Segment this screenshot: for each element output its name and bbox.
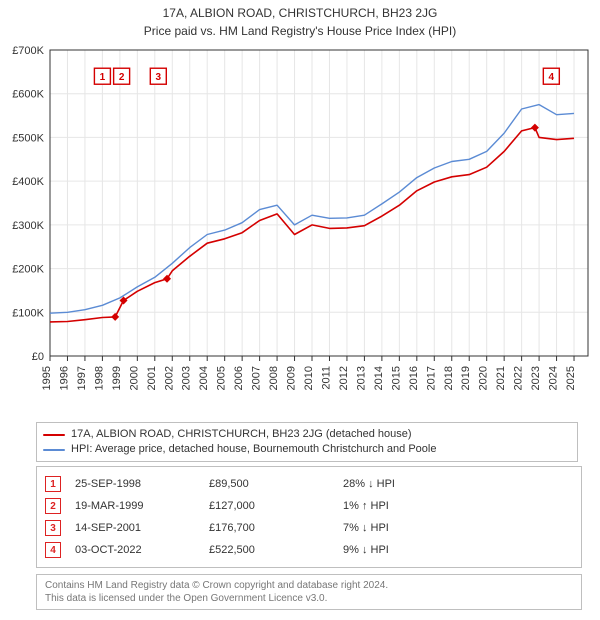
svg-text:2001: 2001 <box>146 366 158 390</box>
svg-text:1997: 1997 <box>76 366 88 390</box>
svg-text:£700K: £700K <box>12 45 44 57</box>
attribution-line: This data is licensed under the Open Gov… <box>45 592 573 605</box>
sale-hpi: 28% ↓ HPI <box>343 478 483 490</box>
svg-text:2015: 2015 <box>390 366 402 390</box>
legend-label: 17A, ALBION ROAD, CHRISTCHURCH, BH23 2JG… <box>71 427 412 442</box>
svg-text:2011: 2011 <box>320 366 332 390</box>
svg-text:2000: 2000 <box>128 366 140 390</box>
page-title: 17A, ALBION ROAD, CHRISTCHURCH, BH23 2JG <box>0 0 600 20</box>
svg-text:2025: 2025 <box>565 366 577 390</box>
svg-text:1999: 1999 <box>111 366 123 390</box>
svg-text:£500K: £500K <box>12 132 44 144</box>
sale-row: 3 14-SEP-2001 £176,700 7% ↓ HPI <box>45 517 573 539</box>
sale-row: 1 25-SEP-1998 £89,500 28% ↓ HPI <box>45 473 573 495</box>
sale-hpi: 7% ↓ HPI <box>343 522 483 534</box>
sale-date: 19-MAR-1999 <box>75 500 195 512</box>
sale-hpi: 1% ↑ HPI <box>343 500 483 512</box>
svg-text:£0: £0 <box>32 351 44 363</box>
svg-text:2008: 2008 <box>268 366 280 390</box>
svg-text:2010: 2010 <box>303 366 315 390</box>
svg-text:1996: 1996 <box>58 366 70 390</box>
sale-row: 4 03-OCT-2022 £522,500 9% ↓ HPI <box>45 539 573 561</box>
svg-text:2006: 2006 <box>233 366 245 390</box>
sales-table: 1 25-SEP-1998 £89,500 28% ↓ HPI 2 19-MAR-1999… <box>36 466 582 568</box>
price-chart: £0 £100K £200K £300K £400K £500K £600K £700K 199… <box>0 44 600 414</box>
sale-date: 03-OCT-2022 <box>75 544 195 556</box>
svg-text:2007: 2007 <box>251 366 263 390</box>
svg-text:3: 3 <box>156 72 162 83</box>
sale-marker: 1 <box>45 476 61 492</box>
svg-text:2: 2 <box>119 72 125 83</box>
page-subtitle: Price paid vs. HM Land Registry's House … <box>0 20 600 40</box>
svg-text:1995: 1995 <box>41 366 53 390</box>
sale-price: £176,700 <box>209 522 329 534</box>
svg-text:2018: 2018 <box>443 366 455 390</box>
svg-text:2017: 2017 <box>425 366 437 390</box>
svg-text:£200K: £200K <box>12 264 44 276</box>
sale-price: £522,500 <box>209 544 329 556</box>
svg-text:2002: 2002 <box>163 366 175 390</box>
attribution-line: Contains HM Land Registry data © Crown c… <box>45 579 573 592</box>
sale-date: 25-SEP-1998 <box>75 478 195 490</box>
svg-text:2004: 2004 <box>198 366 210 390</box>
svg-text:£100K: £100K <box>12 307 44 319</box>
svg-text:£600K: £600K <box>12 89 44 101</box>
sale-hpi: 9% ↓ HPI <box>343 544 483 556</box>
svg-text:2012: 2012 <box>338 366 350 390</box>
svg-text:2024: 2024 <box>548 366 560 390</box>
sale-marker: 3 <box>45 520 61 536</box>
svg-text:2016: 2016 <box>408 366 420 390</box>
legend: 17A, ALBION ROAD, CHRISTCHURCH, BH23 2JG… <box>36 422 578 462</box>
svg-text:2023: 2023 <box>530 366 542 390</box>
svg-text:2019: 2019 <box>460 366 472 390</box>
legend-label: HPI: Average price, detached house, Bour… <box>71 442 436 457</box>
sale-marker: 2 <box>45 498 61 514</box>
sale-date: 14-SEP-2001 <box>75 522 195 534</box>
svg-text:1998: 1998 <box>93 366 105 390</box>
svg-text:4: 4 <box>549 72 555 83</box>
sale-price: £89,500 <box>209 478 329 490</box>
svg-text:1: 1 <box>100 72 106 83</box>
svg-text:£300K: £300K <box>12 220 44 232</box>
svg-text:2020: 2020 <box>478 366 490 390</box>
sale-price: £127,000 <box>209 500 329 512</box>
sale-marker: 4 <box>45 542 61 558</box>
svg-text:2005: 2005 <box>216 366 228 390</box>
svg-text:2014: 2014 <box>373 366 385 390</box>
svg-text:£400K: £400K <box>12 176 44 188</box>
svg-text:2021: 2021 <box>495 366 507 390</box>
svg-text:2022: 2022 <box>513 366 525 390</box>
svg-text:2003: 2003 <box>181 366 193 390</box>
svg-text:2013: 2013 <box>355 366 367 390</box>
svg-text:2009: 2009 <box>286 366 298 390</box>
attribution: Contains HM Land Registry data © Crown c… <box>36 574 582 610</box>
sale-row: 2 19-MAR-1999 £127,000 1% ↑ HPI <box>45 495 573 517</box>
legend-item: HPI: Average price, detached house, Bour… <box>43 442 571 457</box>
legend-item: 17A, ALBION ROAD, CHRISTCHURCH, BH23 2JG… <box>43 427 571 442</box>
